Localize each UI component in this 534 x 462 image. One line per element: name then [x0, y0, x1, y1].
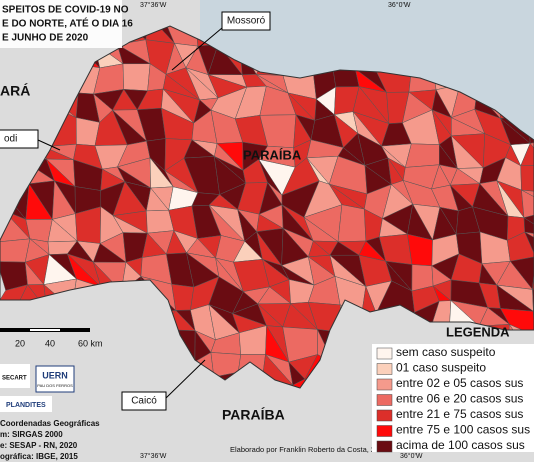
title-line: E JUNHO DE 2020: [2, 33, 89, 44]
legend-swatch: [376, 394, 393, 406]
note: e: SESAP - RN, 2020: [0, 441, 78, 450]
municipality: [521, 189, 534, 219]
legend-swatch: [376, 409, 393, 422]
municipality: [532, 252, 534, 290]
scale-label: 40: [45, 338, 55, 348]
legend-swatch: [376, 425, 393, 437]
legend-box: [372, 344, 534, 452]
legend-swatch: [376, 440, 393, 453]
credit: Elaborado por Franklin Roberto da Costa,…: [230, 445, 388, 454]
coordinate: 37°36'W: [140, 1, 167, 9]
legend-swatch: [376, 378, 393, 391]
legend-swatch: [376, 363, 393, 375]
legend-label: sem caso suspeito: [396, 345, 496, 359]
municipality: [506, 231, 534, 262]
logo-text: PLANDITES: [6, 402, 46, 409]
title-line: E DO NORTE, ATÉ O DIA 16: [2, 17, 133, 30]
municipality: [523, 208, 534, 238]
title-line: SPEITOS DE COVID-19 NO: [2, 5, 129, 16]
municipality: [171, 283, 195, 311]
place-box: [221, 11, 271, 31]
place-box: [121, 391, 167, 411]
municipality: [499, 308, 534, 336]
municipality: [404, 143, 440, 168]
municipality: [532, 289, 534, 312]
note: m: SIRGAS 2000: [0, 430, 63, 439]
municipality: [122, 63, 151, 92]
title-box: [0, 0, 122, 48]
legend-label: 01 caso suspeito: [396, 361, 486, 375]
scale-label: 20: [15, 338, 25, 348]
sea: [200, 0, 534, 140]
legend-swatch: [376, 347, 393, 360]
note: ográfica: IBGE, 2015: [0, 452, 78, 461]
legend-label: entre 21 e 75 casos sus: [396, 407, 523, 421]
legend-label: acima de 100 casos sus: [396, 438, 525, 452]
legend-title: LEGENDA: [446, 324, 510, 339]
scale-bar: [30, 329, 60, 331]
leader-line: [37, 139, 61, 151]
legend-label: entre 02 e 05 casos sus: [396, 376, 523, 390]
legend-label: entre 06 e 20 casos sus: [396, 392, 523, 406]
coordinate: 37°36'W: [140, 452, 167, 460]
municipality: [0, 238, 31, 263]
region-label: PARAÍBA: [243, 147, 302, 162]
region-label: PARAÍBA: [222, 407, 285, 423]
logo-text: PAU DOS FERROS: [37, 383, 73, 388]
leader-line: [171, 27, 223, 71]
coordinate: 36°0'W: [400, 452, 423, 460]
place-label: odi: [4, 134, 17, 145]
logo: [0, 396, 52, 412]
place-label: Caicó: [131, 396, 157, 407]
region-label: ARÁ: [0, 83, 30, 99]
scale-label: 60 km: [78, 338, 103, 348]
legend-label: entre 75 e 100 casos sus: [396, 423, 530, 437]
coordinate: 36°0'W: [388, 1, 411, 9]
leader-line: [165, 359, 206, 399]
logo-text: SECART: [2, 376, 27, 382]
municipality: [523, 217, 534, 238]
municipality: [520, 142, 534, 167]
municipality: [337, 204, 367, 242]
logo-text: UERN: [42, 370, 68, 380]
logo: [0, 364, 30, 388]
note: Coordenadas Geográficas: [0, 419, 100, 428]
place-box: [0, 129, 39, 149]
place-label: Mossoró: [227, 16, 266, 27]
logo: [35, 365, 75, 393]
municipality: [520, 165, 534, 194]
